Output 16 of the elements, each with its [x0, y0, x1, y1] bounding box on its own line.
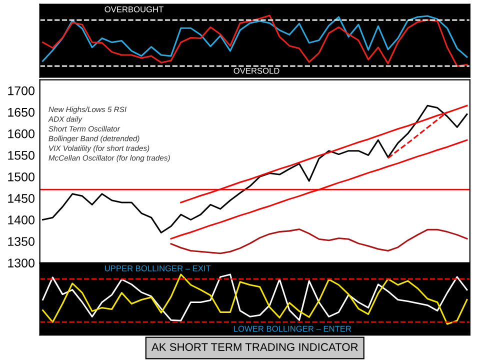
y-tick-label: 1700	[8, 86, 34, 96]
y-tick-label: 1400	[8, 216, 34, 224]
y-tick-label: 1650	[8, 108, 34, 117]
y-tick-label: 1300	[8, 258, 34, 268]
y-tick-label: 1450	[8, 194, 34, 203]
y-tick-label: 1500	[8, 172, 34, 182]
ref-line-label: OVERBOUGHT	[104, 6, 164, 12]
ref-line-label: LOWER BOLLINGER – ENTER	[234, 326, 352, 332]
y-tick-label: 1550	[8, 150, 34, 160]
y-tick-label: 1600	[8, 129, 34, 138]
y-tick-label: 1350	[8, 237, 34, 246]
text: AK SHORT TERM TRADING INDICATOR	[151, 343, 358, 351]
line-series	[387, 111, 448, 159]
line-series	[170, 228, 468, 254]
ref-line-label: UPPER BOLLINGER – EXIT	[104, 265, 211, 272]
ref-line-label: OVERSOLD	[234, 68, 280, 74]
